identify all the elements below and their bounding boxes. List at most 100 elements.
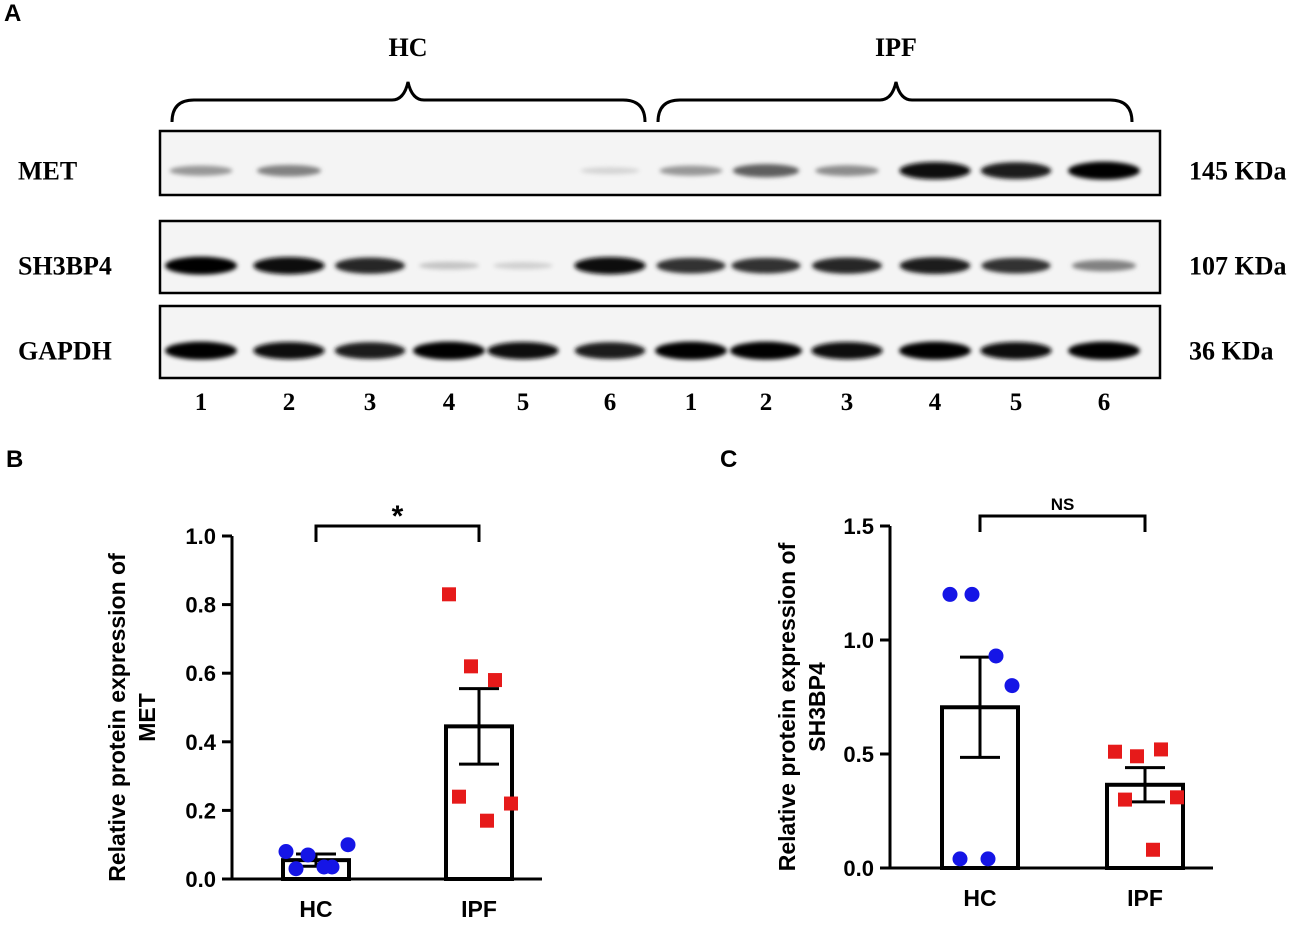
blot-band: [165, 341, 237, 360]
blot-band: [493, 262, 553, 270]
data-point-hc: [1004, 678, 1020, 694]
data-point-hc: [278, 844, 294, 860]
lane-number: 4: [443, 389, 456, 416]
lane-number: 2: [760, 389, 773, 416]
blot-band: [487, 341, 559, 360]
lane-number: 6: [1098, 389, 1111, 416]
data-point-ipf: [480, 813, 494, 828]
lane-number: 6: [604, 389, 617, 416]
data-point-hc: [288, 861, 304, 877]
x-tick-label: IPF: [461, 896, 497, 922]
panel-label-a: A: [4, 0, 22, 27]
x-tick-label: HC: [963, 885, 996, 911]
blot-band: [812, 257, 882, 274]
y-tick-label: 0.8: [185, 593, 216, 618]
blot-band: [253, 341, 325, 360]
y-axis-label: SH3BP4: [804, 662, 830, 752]
blot-band: [165, 256, 237, 275]
data-point-ipf: [464, 659, 478, 674]
data-point-ipf: [1170, 790, 1184, 805]
blot-band: [659, 165, 723, 176]
lane-number: 2: [283, 389, 296, 416]
significance-label: NS: [1051, 495, 1075, 514]
y-tick-label: 0.6: [185, 661, 216, 686]
blot-band: [980, 162, 1052, 180]
blot-band: [253, 256, 325, 275]
data-point-ipf: [1130, 749, 1144, 764]
lane-number: 1: [685, 389, 698, 416]
lane-number: 5: [517, 389, 530, 416]
data-point-ipf: [1118, 792, 1132, 807]
data-point-ipf: [504, 796, 518, 811]
data-point-hc: [980, 851, 996, 867]
data-point-hc: [988, 648, 1004, 664]
blot-band: [1068, 161, 1140, 180]
blot-band: [899, 161, 971, 180]
data-point-hc: [952, 851, 968, 867]
significance-label: *: [392, 500, 404, 533]
chart-sh3bp4: 0.0 0.5 1.0 1.5 Relative protein expression …: [774, 495, 1213, 911]
data-point-hc: [316, 859, 332, 875]
blot-band: [580, 167, 640, 175]
data-point-ipf: [1146, 842, 1160, 857]
blot-band: [574, 256, 646, 275]
y-tick-label: 0.0: [185, 867, 216, 892]
blot-band: [811, 341, 883, 360]
blot-frame: [158, 129, 1162, 197]
panel-label-c: C: [720, 446, 738, 473]
panel-label-b: B: [6, 446, 24, 473]
blot-row-label: SH3BP4: [18, 252, 112, 281]
lane-number: 5: [1010, 389, 1023, 416]
blot-brace-hc: [170, 81, 647, 123]
blot-band: [731, 257, 801, 274]
blot-band: [1068, 341, 1140, 360]
lane-number: 4: [929, 389, 942, 416]
blot-row-label: MET: [18, 157, 77, 186]
blot-band: [730, 341, 802, 360]
y-tick-label: 1.0: [843, 628, 874, 653]
blot-band: [335, 257, 405, 274]
blot-band: [418, 261, 480, 270]
data-point-hc: [340, 837, 356, 853]
data-point-ipf: [452, 789, 466, 804]
y-tick-label: 0.2: [185, 798, 216, 823]
blot-band: [256, 164, 322, 177]
blot-band: [655, 341, 727, 360]
blot-band: [169, 165, 233, 176]
blot-band: [413, 341, 485, 360]
data-point-ipf: [442, 587, 456, 602]
data-point-hc: [942, 586, 958, 602]
y-axis-label: Relative protein expression of: [774, 542, 800, 871]
blot-frame: [158, 219, 1162, 295]
lane-number: 1: [195, 389, 208, 416]
data-point-ipf: [1108, 744, 1122, 759]
blot-row-size: 36 KDa: [1189, 337, 1274, 366]
y-tick-label: 1.5: [843, 514, 874, 539]
significance-bracket: [314, 524, 481, 542]
blot-band: [574, 342, 646, 360]
data-point-hc: [964, 586, 980, 602]
blot-band: [1071, 259, 1137, 272]
blot-row-label: GAPDH: [18, 337, 112, 366]
data-point-ipf: [1154, 742, 1168, 757]
blot-band: [980, 341, 1052, 360]
x-tick-label: HC: [299, 896, 332, 922]
y-tick-label: 0.4: [185, 730, 216, 755]
blot-band: [334, 342, 406, 360]
lane-number: 3: [364, 389, 377, 416]
blot-band: [815, 165, 879, 177]
blot-group-label-ipf: IPF: [875, 33, 917, 62]
blot-row-size: 145 KDa: [1189, 157, 1287, 186]
chart-met: 0.0 0.2 0.4 0.6 0.8 1.0 Relative protein expre…: [104, 500, 542, 922]
y-tick-label: 0.0: [843, 856, 874, 881]
significance-bracket: [978, 514, 1147, 532]
blot-rows: MET 145 KDa SH3BP4 107 KDa GAPDH 36 KDa: [18, 129, 1287, 380]
blot-band: [656, 257, 726, 274]
y-axis-label: Relative protein expression of: [104, 553, 130, 882]
blot-band: [899, 257, 971, 275]
blot-group-label-hc: HC: [389, 33, 428, 62]
blot-band: [899, 341, 971, 360]
data-point-ipf: [488, 673, 502, 688]
lane-numbers: 1 2 3 4 5 6 1 2 3 4 5 6: [195, 389, 1111, 416]
